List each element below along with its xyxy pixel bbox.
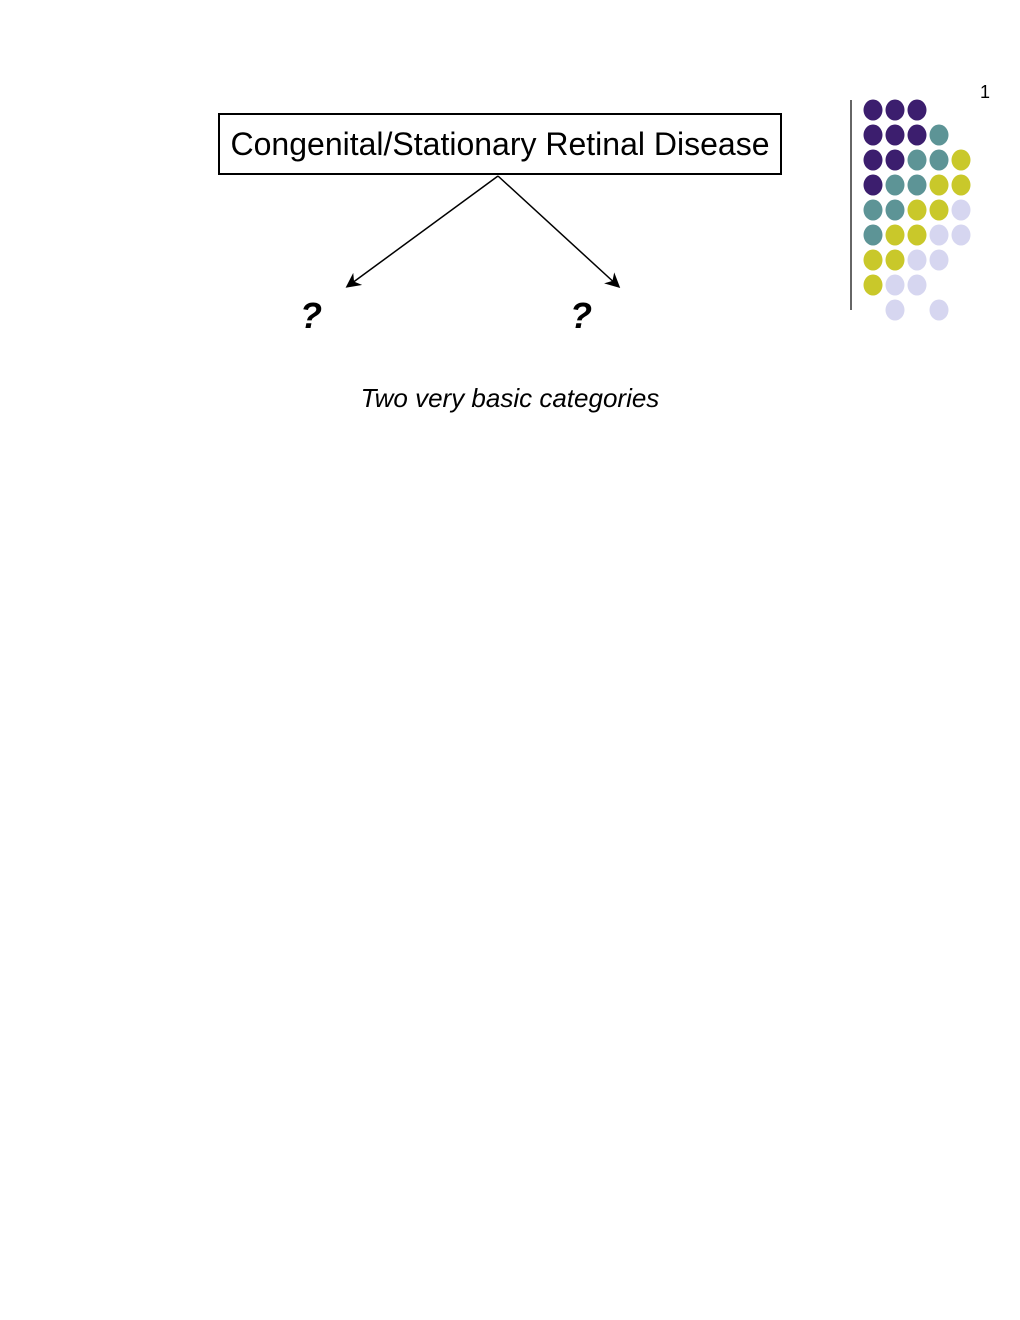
title-box: Congenital/Stationary Retinal Disease xyxy=(218,113,782,175)
subtitle-text: Two very basic categories xyxy=(0,383,1020,414)
branch-left-label: ? xyxy=(300,295,322,337)
corner-dot-decoration-icon xyxy=(845,90,1005,330)
branch-arrows xyxy=(218,173,778,308)
branch-right-label: ? xyxy=(570,295,592,337)
title-text: Congenital/Stationary Retinal Disease xyxy=(231,126,770,163)
